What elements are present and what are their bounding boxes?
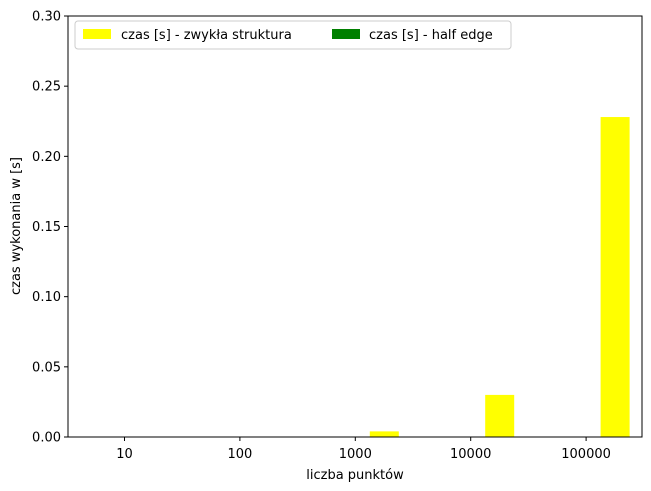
y-tick-label: 0.10 <box>32 290 61 305</box>
y-tick-label: 0.15 <box>32 220 61 235</box>
plot-area <box>68 16 642 437</box>
x-tick-label: 100 <box>227 447 252 462</box>
legend-label-half-edge: czas [s] - half edge <box>369 28 493 43</box>
bar-zwykla-struktura-100000 <box>600 117 630 437</box>
x-axis-label: liczba punktów <box>306 468 404 483</box>
y-tick-label: 0.00 <box>32 431 61 446</box>
x-tick-label: 1000 <box>339 447 372 462</box>
y-tick-label: 0.25 <box>32 80 61 95</box>
x-tick-label: 100000 <box>561 447 611 462</box>
y-axis-label: czas wykonania w [s] <box>9 157 24 295</box>
x-tick-label: 10000 <box>450 447 491 462</box>
y-tick-label: 0.30 <box>32 10 61 25</box>
bar-zwykla-struktura-1000 <box>369 431 399 437</box>
legend: czas [s] - zwykła struktura czas [s] - h… <box>74 20 512 50</box>
bar-zwykla-struktura-10000 <box>485 394 515 437</box>
legend-swatch-half-edge <box>332 29 360 39</box>
legend-frame <box>74 20 512 50</box>
x-tick-label: 10 <box>116 447 133 462</box>
legend-swatch-zwykla-struktura <box>83 29 111 39</box>
x-axis: 10 100 1000 10000 100000 <box>116 437 611 462</box>
y-tick-label: 0.20 <box>32 150 61 165</box>
y-tick-label: 0.05 <box>32 360 61 375</box>
y-axis: 0.00 0.05 0.10 0.15 0.20 0.25 0.30 <box>32 10 68 446</box>
legend-label-zwykla-struktura: czas [s] - zwykła struktura <box>121 28 292 43</box>
bars-group <box>369 117 630 437</box>
